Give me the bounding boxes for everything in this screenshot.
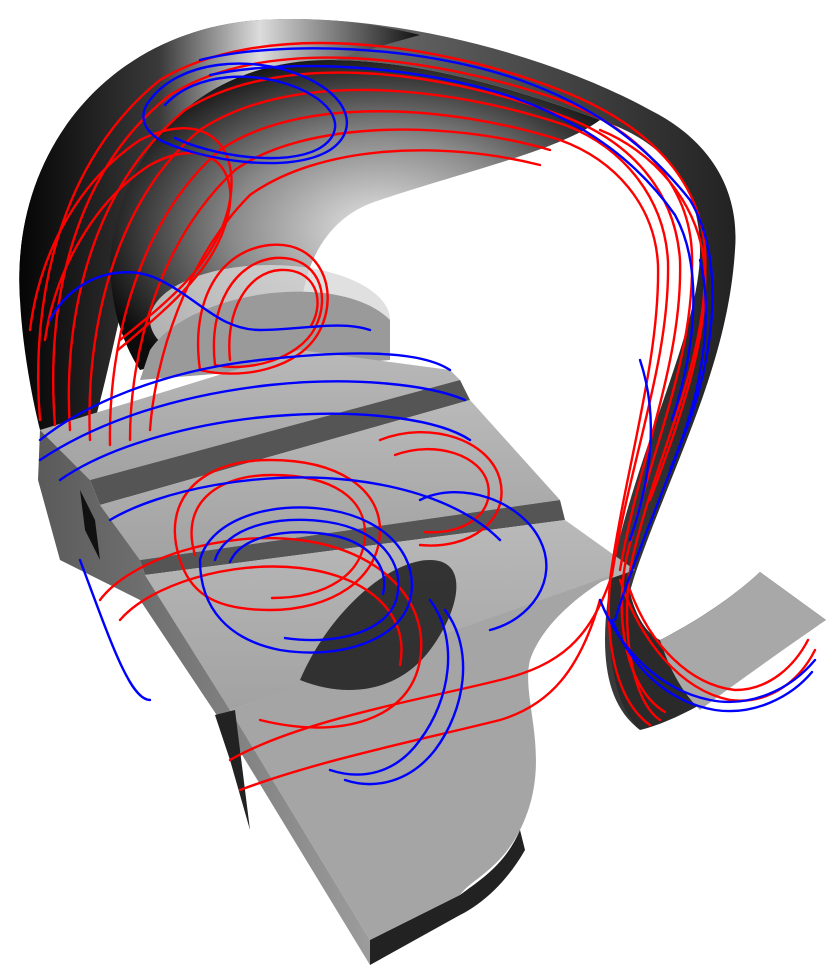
streamlines-blue <box>38 47 817 786</box>
streamlines-red <box>28 41 817 792</box>
right-hook-surface <box>609 560 826 730</box>
stepped-base <box>38 350 635 965</box>
